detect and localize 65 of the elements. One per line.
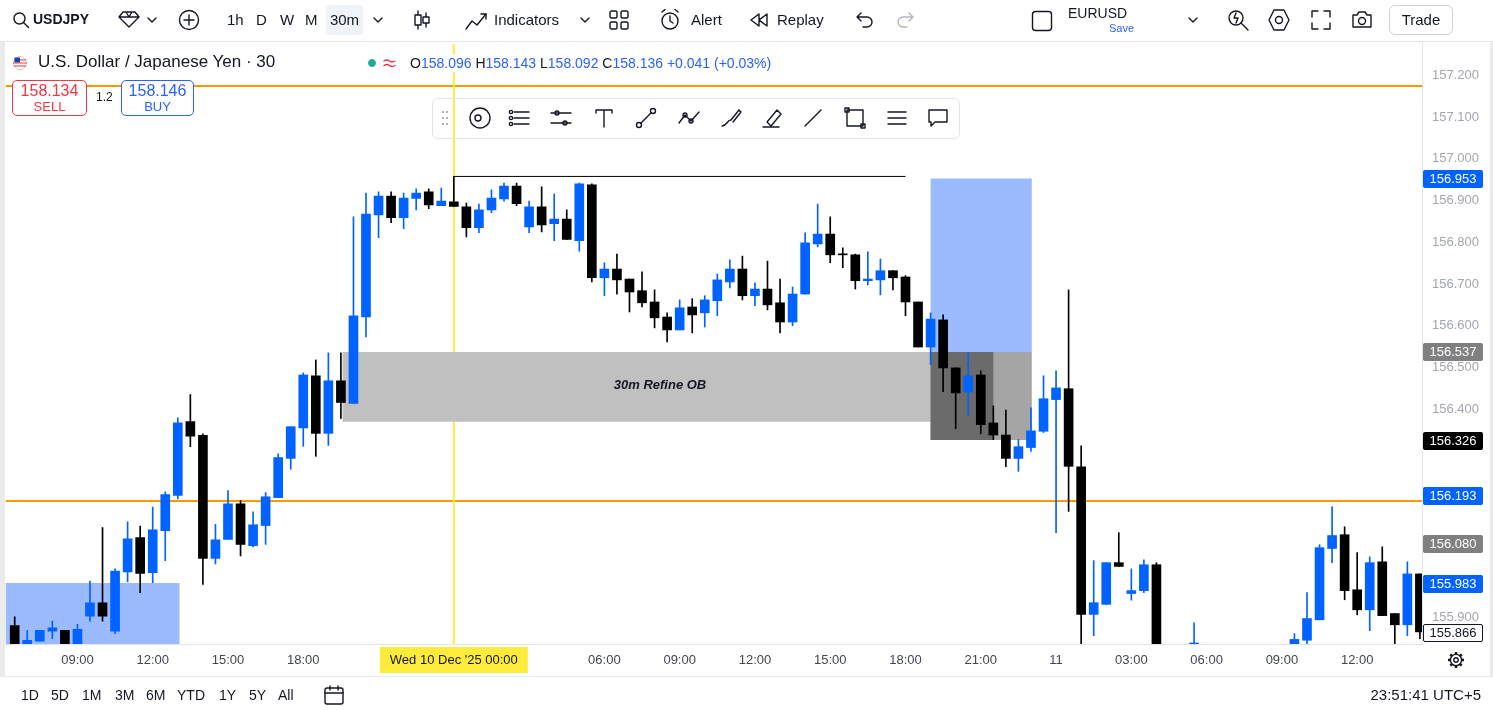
text: U.S. Dollar / Japanese Yen · 30 bbox=[38, 52, 276, 72]
text: 1Y bbox=[219, 687, 237, 703]
y-tick-label: 156.600 bbox=[1432, 317, 1479, 333]
y-tick-label: 155.900 bbox=[1432, 609, 1479, 625]
text: D bbox=[256, 11, 267, 28]
x-tick-label: 18:00 bbox=[287, 652, 320, 668]
x-tick-label: 06:00 bbox=[1190, 652, 1223, 668]
x-tick-label: 12:00 bbox=[1340, 652, 1374, 668]
text: EURUSD bbox=[1068, 5, 1128, 21]
y-tick-label: 156.700 bbox=[1432, 275, 1479, 291]
text: 3M bbox=[115, 687, 135, 703]
x-tick-label: 09:00 bbox=[1265, 652, 1299, 668]
y-tick-label: 156.900 bbox=[1432, 192, 1479, 208]
annotation: 158.134 bbox=[20, 82, 79, 99]
x-tick-label: 15:00 bbox=[813, 652, 847, 668]
candlestick bbox=[1051, 370, 1061, 534]
annotation: 1.2 bbox=[96, 90, 113, 104]
y-tick-label: 157.200 bbox=[1432, 67, 1479, 83]
x-tick-label: 21:00 bbox=[964, 652, 998, 668]
y-tick-label: 157.000 bbox=[1432, 150, 1479, 166]
text: 30m bbox=[329, 11, 360, 28]
candlestick bbox=[549, 193, 560, 242]
text: 1h bbox=[227, 11, 244, 28]
y-tick-label: 156.500 bbox=[1432, 359, 1479, 375]
text: Indicators bbox=[494, 11, 560, 28]
candlestick bbox=[1088, 560, 1099, 637]
text: Replay bbox=[777, 11, 824, 28]
text: 23:51:41 UTC+5 bbox=[1370, 686, 1481, 703]
candlestick bbox=[687, 298, 698, 334]
candlestick bbox=[863, 251, 873, 286]
x-tick-label: 03:00 bbox=[1115, 652, 1148, 668]
text: W bbox=[280, 11, 295, 28]
x-tick-label: 09:00 bbox=[61, 652, 94, 668]
x-tick-label: 12:00 bbox=[136, 652, 169, 668]
y-tick-label: 156.800 bbox=[1432, 234, 1479, 250]
ref-line-label: Wed 10 Dec '25 00:00 bbox=[389, 652, 518, 668]
text: 6M bbox=[146, 687, 166, 703]
text: All bbox=[278, 687, 294, 703]
text: 5D bbox=[51, 687, 69, 703]
x-tick-label: 15:00 bbox=[211, 652, 245, 668]
text: 5Y bbox=[249, 687, 267, 703]
x-tick-label: 11 bbox=[1049, 652, 1063, 668]
candlestick bbox=[1113, 532, 1124, 567]
text: 1D bbox=[21, 687, 39, 703]
annotation: BUY bbox=[144, 99, 171, 114]
x-tick-label: 06:00 bbox=[588, 652, 621, 668]
text: M bbox=[305, 11, 318, 28]
annotation: 30m Refine OB bbox=[613, 376, 707, 392]
price-label: 156.537 bbox=[1423, 343, 1483, 362]
annotation: 158.146 bbox=[128, 82, 187, 99]
annotation: SELL bbox=[33, 99, 66, 114]
text: 1M bbox=[82, 687, 102, 703]
y-tick-label: 157.100 bbox=[1432, 108, 1479, 124]
text: YTD bbox=[177, 687, 205, 703]
text: Save bbox=[1109, 22, 1135, 34]
x-tick-label: 12:00 bbox=[738, 652, 772, 668]
y-tick-label: 156.400 bbox=[1432, 400, 1479, 416]
x-tick-label: 18:00 bbox=[889, 652, 922, 668]
text: O158.096 H158.143 L158.092 C158.136 +0.041 (+0.03%) bbox=[410, 55, 772, 71]
text: USDJPY bbox=[33, 11, 90, 27]
candlestick bbox=[1327, 506, 1337, 564]
text: Alert bbox=[691, 11, 722, 28]
x-tick-label: 09:00 bbox=[663, 652, 696, 668]
candlestick bbox=[812, 203, 823, 248]
text: Trade bbox=[1401, 11, 1441, 28]
